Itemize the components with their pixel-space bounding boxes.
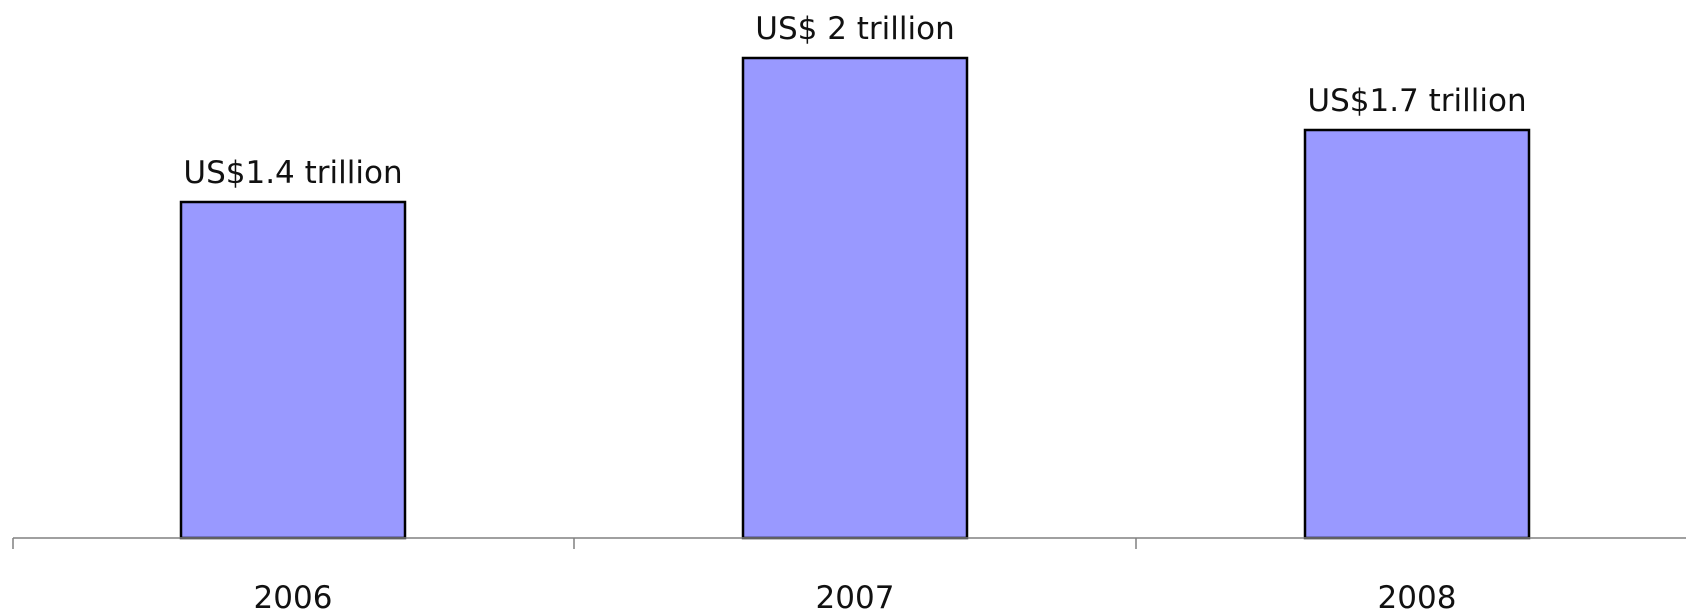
bar-2008 bbox=[1303, 128, 1531, 540]
bars-group bbox=[179, 56, 1531, 540]
data-label-2006: US$1.4 trillion bbox=[183, 155, 402, 191]
x-tick-label-2008: 2008 bbox=[1378, 580, 1457, 614]
data-labels-group: US$1.4 trillion US$ 2 trillion US$1.7 tril… bbox=[183, 11, 1526, 191]
bar-2007 bbox=[741, 56, 969, 540]
data-label-2008: US$1.7 trillion bbox=[1307, 83, 1526, 119]
x-tick-label-2006: 2006 bbox=[254, 580, 333, 614]
bar-2006 bbox=[179, 200, 407, 540]
x-tick-label-2007: 2007 bbox=[816, 580, 895, 614]
x-axis: 2006 2007 2008 bbox=[12, 537, 1686, 614]
data-label-2007: US$ 2 trillion bbox=[755, 11, 955, 47]
